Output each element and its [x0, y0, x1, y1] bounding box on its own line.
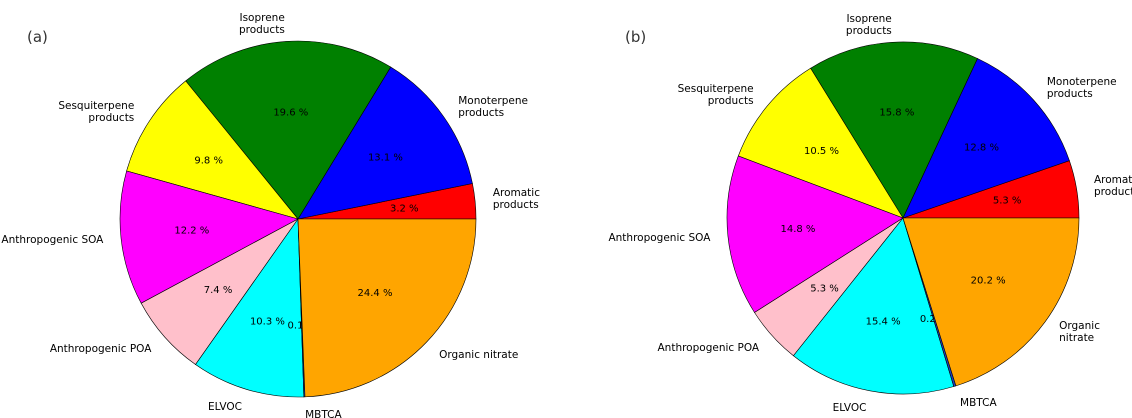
slice-label: Anthropogenic POA [49, 342, 152, 355]
panel-title: (b) [625, 28, 647, 46]
slice-label: Anthropogenic SOA [1, 234, 104, 247]
value-label: 5.3 % [810, 284, 839, 295]
slice-label: Monoterpene products [458, 94, 528, 119]
value-label: 12.2 % [174, 226, 209, 237]
pie-slice [902, 217, 1080, 387]
value-label: 19.6 % [273, 107, 308, 118]
value-label: 12.8 % [964, 142, 999, 153]
value-label: 7.4 % [204, 285, 233, 296]
value-label: 15.4 % [866, 317, 901, 328]
slice-label: Isoprene products [845, 12, 892, 37]
slice-label: ELVOC [832, 402, 867, 415]
value-label: 0.2 % [920, 314, 949, 325]
value-label: 0.1 % [288, 321, 317, 332]
slice-label: Anthropogenic POA [657, 341, 760, 354]
pie-slice [902, 58, 1070, 219]
value-label: 9.8 % [194, 155, 223, 166]
slice-label: Sesquiterpene products [58, 99, 135, 124]
slice-label: Sesquiterpene products [677, 82, 754, 107]
slice-label: MBTCA [305, 408, 342, 418]
slice-label: ELVOC [208, 400, 242, 413]
slice-label: Anthropogenic SOA [608, 231, 711, 244]
value-label: 10.5 % [804, 146, 839, 157]
value-label: 14.8 % [780, 224, 815, 235]
pie-slice [119, 170, 299, 304]
value-label: 13.1 % [368, 153, 403, 164]
pie-slice [126, 80, 299, 220]
slice-label: Aromatic products [492, 187, 540, 212]
slice-label: Organic nitrate [439, 348, 519, 361]
slice-label: Isoprene products [238, 11, 285, 36]
slice-label: Aromatic products [1093, 174, 1132, 198]
slice-label: Organic nitrate [1059, 320, 1100, 345]
value-label: 5.3 % [993, 196, 1022, 207]
pie-slice [737, 67, 904, 219]
pie-slice [297, 218, 477, 398]
pie-slice [195, 218, 305, 398]
pie-slice [726, 155, 904, 313]
pie-slice [185, 40, 392, 220]
pie-slice [793, 217, 955, 395]
slice-label: MBTCA [960, 397, 997, 409]
value-label: 10.3 % [250, 316, 285, 327]
value-label: 3.2 % [390, 203, 419, 214]
pie-slice [297, 66, 473, 220]
value-label: 24.4 % [358, 288, 393, 299]
pie-slice [810, 41, 978, 219]
slice-label: Monoterpene products [1046, 76, 1117, 101]
value-label: 15.8 % [879, 108, 914, 119]
panel-title: (a) [27, 28, 48, 46]
value-label: 20.2 % [971, 275, 1006, 286]
